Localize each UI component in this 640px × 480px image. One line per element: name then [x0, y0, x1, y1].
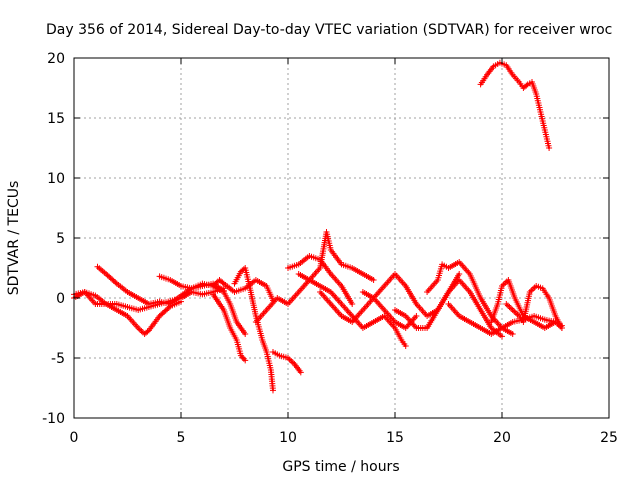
- y-tick-label: 10: [47, 171, 65, 187]
- series-track-5: [210, 291, 249, 364]
- series-track-18: [503, 283, 565, 331]
- series-markers: [392, 277, 505, 340]
- series-layer: [71, 59, 565, 394]
- plot-frame: [73, 57, 610, 419]
- series-track-19: [477, 59, 553, 151]
- series-markers: [270, 349, 304, 376]
- series-track-12: [317, 289, 420, 331]
- series-track-11: [295, 271, 409, 349]
- series-markers: [445, 301, 565, 337]
- series-markers: [503, 283, 565, 331]
- series-markers: [252, 229, 377, 325]
- series-track-14: [392, 277, 505, 340]
- series-markers: [71, 285, 227, 313]
- y-tick-label: 5: [56, 231, 65, 247]
- y-tick-label: 15: [47, 111, 65, 127]
- x-tick-label: 10: [279, 430, 297, 446]
- grid-layer: [74, 58, 609, 418]
- series-markers: [210, 291, 249, 364]
- chart-title: Day 356 of 2014, Sidereal Day-to-day VTE…: [46, 22, 612, 38]
- series-track-4: [156, 273, 249, 337]
- series-markers: [285, 253, 356, 307]
- y-tick-label: -10: [42, 411, 65, 427]
- series-track-10: [285, 253, 356, 307]
- series-track-17: [488, 277, 565, 331]
- series-track-8: [252, 229, 377, 325]
- y-tick-label: -5: [51, 351, 65, 367]
- series-track-16: [445, 301, 565, 337]
- y-tick-label: 0: [56, 291, 65, 307]
- series-markers: [156, 273, 249, 337]
- y-tick-label: 20: [47, 51, 65, 67]
- series-track-9: [270, 349, 304, 376]
- series-markers: [295, 271, 409, 349]
- series-track-7: [231, 265, 276, 394]
- x-tick-label: 0: [70, 430, 79, 446]
- axis-layer: 0 5 10 15 20 25 -10 -5 0 5 10 15 20: [42, 51, 618, 446]
- x-tick-label: 20: [493, 430, 511, 446]
- y-axis-label: SDTVAR / TECUs: [6, 181, 22, 296]
- x-tick-label: 5: [177, 430, 186, 446]
- series-markers: [231, 265, 276, 394]
- series-markers: [477, 59, 553, 151]
- x-tick-label: 15: [386, 430, 404, 446]
- series-track-6: [210, 277, 276, 304]
- x-axis-label: GPS time / hours: [282, 459, 399, 475]
- series-track-3: [71, 285, 227, 313]
- x-tick-label: 25: [600, 430, 618, 446]
